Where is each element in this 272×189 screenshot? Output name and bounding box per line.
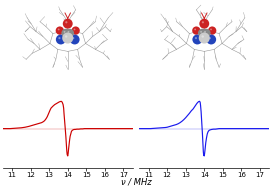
Circle shape [192, 35, 202, 44]
Text: ν / MHz: ν / MHz [121, 177, 151, 186]
Circle shape [67, 31, 69, 33]
Circle shape [58, 37, 60, 39]
Circle shape [61, 29, 70, 37]
Circle shape [202, 21, 204, 23]
Circle shape [204, 31, 206, 33]
Circle shape [63, 19, 73, 29]
Circle shape [209, 37, 211, 39]
Circle shape [64, 31, 66, 33]
Circle shape [208, 26, 216, 35]
Circle shape [192, 26, 200, 35]
Circle shape [72, 26, 80, 35]
Circle shape [202, 35, 204, 38]
Circle shape [206, 35, 216, 44]
Circle shape [65, 35, 67, 38]
Circle shape [56, 35, 66, 44]
Circle shape [202, 29, 211, 37]
Circle shape [62, 33, 73, 44]
Circle shape [200, 31, 202, 33]
Circle shape [73, 29, 75, 30]
Circle shape [58, 29, 60, 30]
Circle shape [195, 37, 197, 39]
Circle shape [65, 29, 74, 37]
Circle shape [194, 29, 196, 30]
Circle shape [199, 33, 210, 44]
Circle shape [199, 19, 209, 29]
Circle shape [210, 29, 212, 30]
Circle shape [70, 35, 80, 44]
Circle shape [198, 29, 207, 37]
Circle shape [65, 21, 67, 23]
Circle shape [72, 37, 74, 39]
Circle shape [56, 26, 64, 35]
